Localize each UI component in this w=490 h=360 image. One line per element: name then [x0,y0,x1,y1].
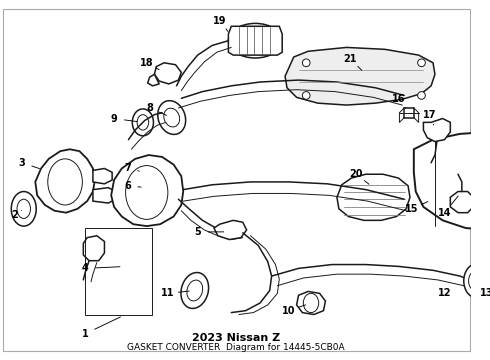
Ellipse shape [302,91,310,99]
Text: 18: 18 [140,58,153,68]
Ellipse shape [468,271,482,291]
Polygon shape [450,192,473,213]
Text: 4: 4 [82,264,89,273]
Polygon shape [83,236,104,261]
Polygon shape [414,132,490,230]
Ellipse shape [17,199,30,219]
Polygon shape [35,149,95,213]
Ellipse shape [451,204,457,210]
Ellipse shape [464,265,487,297]
Ellipse shape [11,192,36,226]
Text: 8: 8 [146,103,153,113]
Polygon shape [111,155,183,226]
Text: 15: 15 [405,204,418,214]
Polygon shape [228,26,282,55]
Polygon shape [154,63,181,84]
Polygon shape [431,188,458,213]
Polygon shape [337,174,410,220]
Text: 20: 20 [349,169,363,179]
Ellipse shape [302,59,310,67]
Ellipse shape [303,293,318,312]
Ellipse shape [48,159,82,205]
Text: 6: 6 [124,181,131,191]
Text: 16: 16 [392,94,405,104]
Ellipse shape [125,166,168,219]
Polygon shape [214,220,246,239]
Polygon shape [296,292,325,315]
Ellipse shape [158,101,186,134]
Text: 2023 Nissan Z: 2023 Nissan Z [192,333,280,343]
Text: 2: 2 [12,210,19,220]
Ellipse shape [137,115,148,130]
Polygon shape [93,188,116,203]
Ellipse shape [164,108,180,127]
Text: 5: 5 [194,227,201,237]
Ellipse shape [432,204,438,210]
Ellipse shape [417,91,425,99]
Polygon shape [93,168,112,184]
Ellipse shape [187,280,203,301]
Ellipse shape [432,192,438,197]
Ellipse shape [451,192,457,197]
Text: GASKET CONVERTER  Diagram for 14445-5CB0A: GASKET CONVERTER Diagram for 14445-5CB0A [127,343,345,352]
Text: 19: 19 [213,15,226,26]
Ellipse shape [228,23,282,58]
Polygon shape [137,167,162,184]
Bar [85,228,152,315]
Ellipse shape [181,273,209,309]
Text: 13: 13 [480,288,490,298]
Ellipse shape [132,109,153,136]
Ellipse shape [135,173,158,202]
Text: 21: 21 [343,54,357,64]
Ellipse shape [417,59,425,67]
Text: 17: 17 [422,110,436,120]
Ellipse shape [141,180,152,195]
Polygon shape [285,48,435,105]
Text: 7: 7 [124,163,131,174]
Text: 10: 10 [282,306,295,316]
Polygon shape [423,118,450,141]
Text: 9: 9 [111,113,118,123]
Polygon shape [228,26,282,55]
Polygon shape [147,74,159,86]
Text: 14: 14 [438,208,451,218]
Text: 3: 3 [19,158,25,168]
Polygon shape [404,108,414,118]
Text: 1: 1 [82,329,89,339]
Text: 12: 12 [438,288,451,298]
Text: 11: 11 [161,288,174,298]
